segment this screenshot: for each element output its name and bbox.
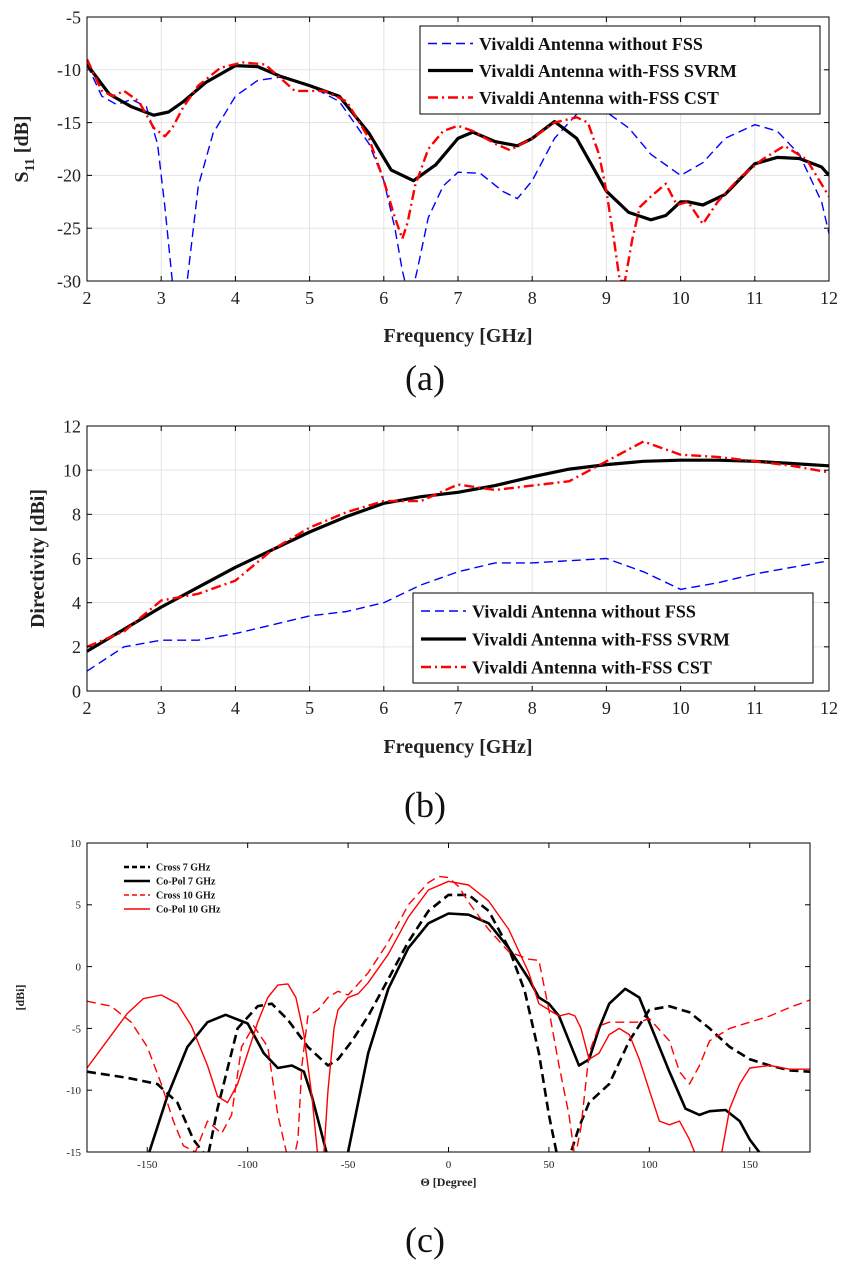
y-tick-label: -5 [72, 1023, 82, 1035]
y-tick-label: 4 [72, 593, 81, 613]
series-group [87, 440, 829, 672]
x-tick-label: 10 [672, 698, 690, 718]
legend-label: Vivaldi Antenna with-FSS CST [479, 88, 719, 108]
x-tick-label: 0 [446, 1159, 452, 1171]
x-tick-label: 10 [672, 288, 690, 308]
legend-label: Co-Pol 10 GHz [156, 905, 221, 916]
x-tick-label: 9 [602, 698, 611, 718]
legend: Cross 7 GHz Co-Pol 7 GHz Cross 10 GHz Co-Po… [116, 858, 266, 920]
x-tick-label: 3 [157, 288, 166, 308]
series-line-vivaldi-antenna-with-fss-cst [87, 440, 829, 648]
series-line-vivaldi-antenna-with-fss-cst [87, 58, 829, 281]
y-axis-label-subscript: 11 [23, 158, 38, 171]
legend-label: Vivaldi Antenna with-FSS SVRM [472, 629, 730, 649]
legend-label: Vivaldi Antenna with-FSS CST [472, 657, 712, 677]
x-tick-label: 5 [305, 288, 314, 308]
x-tick-label: -100 [238, 1159, 259, 1171]
legend-label: Cross 10 GHz [156, 891, 216, 902]
x-tick-label: -50 [341, 1159, 356, 1171]
y-tick-label: 0 [76, 961, 82, 973]
y-axis-label-main: S [11, 171, 33, 182]
x-tick-label: 2 [83, 288, 92, 308]
y-tick-label: 10 [63, 460, 81, 480]
series-line-cross-10-ghz [87, 875, 810, 1152]
x-tick-label: 11 [746, 288, 763, 308]
y-tick-label: -10 [66, 1085, 81, 1097]
x-axis-label: Frequency [GHz] [383, 736, 532, 758]
x-tick-label: 4 [231, 288, 240, 308]
x-tick-label: 12 [820, 698, 838, 718]
y-tick-label: 2 [72, 637, 81, 657]
legend: Vivaldi Antenna without FSS Vivaldi Anten… [412, 592, 814, 684]
y-tick-label: -30 [57, 271, 81, 291]
legend-label: Co-Pol 7 GHz [156, 877, 216, 888]
x-tick-label: 6 [379, 288, 388, 308]
x-tick-label: 8 [528, 698, 537, 718]
x-tick-label: 11 [746, 698, 763, 718]
x-tick-label: 150 [742, 1159, 759, 1171]
series-line-cross-7-ghz [87, 893, 810, 1152]
y-tick-label: 12 [63, 416, 81, 436]
x-tick-label: 8 [528, 288, 537, 308]
y-tick-label: 5 [76, 900, 82, 912]
x-tick-label: 5 [305, 698, 314, 718]
series-line-co-pol-10-ghz [87, 880, 810, 1152]
y-axis-label: Directivity [dBi] [27, 489, 49, 628]
legend: Vivaldi Antenna without FSS Vivaldi Anten… [419, 25, 821, 115]
series-group [87, 58, 829, 281]
legend-label: Cross 7 GHz [156, 863, 211, 874]
legend-label: Vivaldi Antenna without FSS [479, 34, 703, 54]
x-tick-label: 100 [641, 1159, 658, 1171]
series-line-co-pol-7-ghz [147, 912, 761, 1152]
x-tick-label: 7 [454, 288, 463, 308]
x-tick-label: 7 [454, 698, 463, 718]
series-line-vivaldi-antenna-without-fss [87, 557, 829, 672]
legend-box [412, 592, 814, 684]
x-tick-label: 9 [602, 288, 611, 308]
legend-label: Vivaldi Antenna with-FSS SVRM [479, 61, 737, 81]
legend-label: Vivaldi Antenna without FSS [472, 601, 696, 621]
y-tick-label: 0 [72, 681, 81, 701]
x-tick-label: 2 [83, 698, 92, 718]
panel-caption: (a) [405, 358, 445, 398]
y-tick-label: -20 [57, 166, 81, 186]
y-tick-label: -15 [57, 113, 81, 133]
x-tick-label: 12 [820, 288, 838, 308]
y-tick-label: -10 [57, 60, 81, 80]
y-tick-label: -25 [57, 219, 81, 239]
x-tick-label: -150 [137, 1159, 158, 1171]
x-tick-label: 50 [543, 1159, 555, 1171]
y-tick-label: 8 [72, 505, 81, 525]
x-tick-label: 3 [157, 698, 166, 718]
y-tick-label: 6 [72, 549, 81, 569]
y-tick-label: -15 [66, 1147, 81, 1159]
y-axis-label-unit: [dB] [11, 115, 33, 158]
x-tick-label: 4 [231, 698, 240, 718]
y-axis-label: [dBi] [13, 984, 27, 1010]
y-tick-label: -5 [66, 7, 81, 27]
series-group [87, 875, 810, 1152]
y-axis-label: S11 [dB] [11, 115, 38, 182]
y-tick-label: 10 [70, 838, 82, 850]
x-axis-label: Frequency [GHz] [383, 325, 532, 347]
series-line-vivaldi-antenna-with-fss-svrm [87, 458, 829, 653]
x-tick-label: 6 [379, 698, 388, 718]
legend-box [419, 25, 821, 115]
panel-caption: (b) [404, 785, 446, 825]
panel-caption: (c) [405, 1220, 445, 1260]
x-axis-label: Θ [Degree] [420, 1175, 476, 1189]
chart-panel-a: 2 3 4 5 6 7 8 9 10 11 12 -30 -25 -20 -15 -10 -5 Frequency… [11, 7, 838, 398]
